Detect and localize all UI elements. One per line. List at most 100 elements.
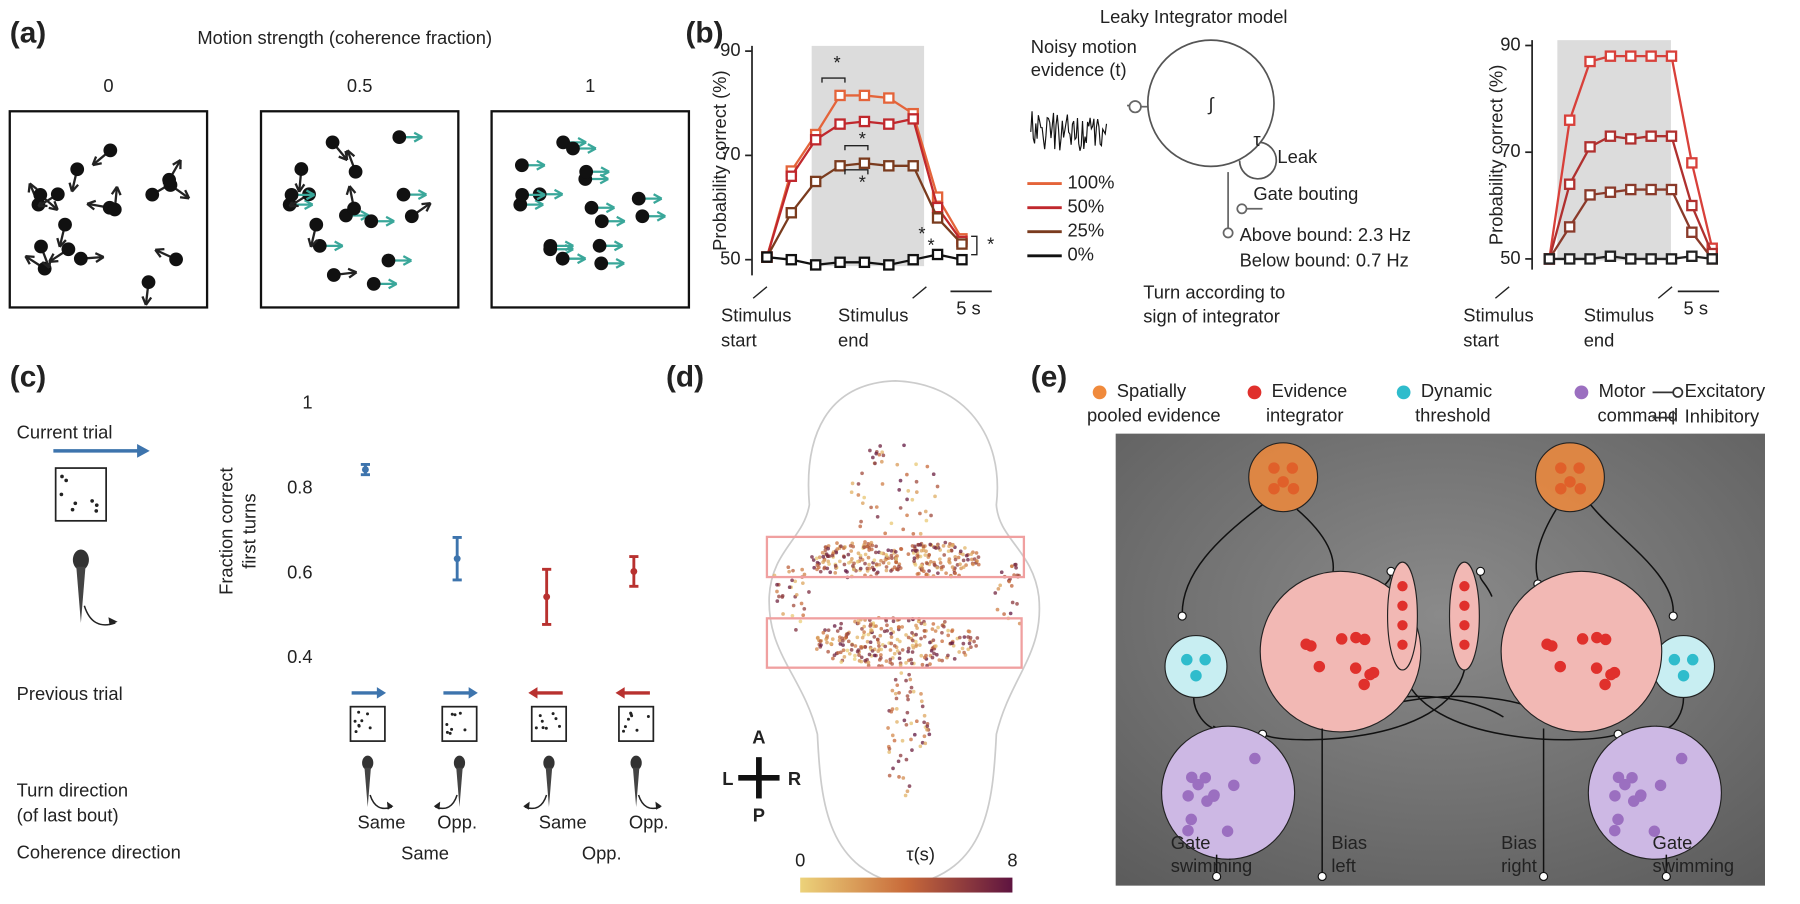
cell-dot xyxy=(961,558,966,563)
mini-dot xyxy=(357,710,361,714)
cell-dot xyxy=(818,639,823,644)
line xyxy=(534,203,544,210)
cell-dot xyxy=(969,557,974,562)
cell-dot xyxy=(929,648,934,653)
line xyxy=(305,189,316,196)
point xyxy=(1645,130,1657,142)
mini-dot xyxy=(630,714,634,718)
mini-dot xyxy=(64,478,69,483)
line xyxy=(564,248,574,255)
cell-dot xyxy=(890,688,895,693)
cell-dot xyxy=(814,556,819,561)
cell-dot xyxy=(964,553,969,558)
panel-label: (c) xyxy=(10,360,46,393)
cell-dot xyxy=(961,552,965,557)
line xyxy=(553,193,564,200)
cell-dot xyxy=(853,644,858,648)
cell-dot xyxy=(847,560,851,565)
cell-dot xyxy=(815,563,820,567)
cell-dot xyxy=(863,658,867,663)
dot xyxy=(392,130,407,145)
mini-dot xyxy=(646,715,650,718)
line xyxy=(1494,286,1510,299)
arrow-head xyxy=(137,443,150,458)
significance: * xyxy=(918,223,925,244)
cell-dot xyxy=(933,494,937,499)
cell xyxy=(1199,771,1212,784)
cell-dot xyxy=(858,566,863,571)
line xyxy=(304,203,314,210)
cell-dot xyxy=(919,621,924,626)
fish-head xyxy=(543,755,555,771)
cell-dot xyxy=(909,685,914,690)
cell-dot xyxy=(914,479,919,484)
cell-dot xyxy=(914,490,919,494)
dot xyxy=(515,187,530,202)
line xyxy=(534,199,544,206)
cell-dot xyxy=(889,635,894,639)
cell-dot xyxy=(896,759,901,764)
line xyxy=(752,286,768,299)
point xyxy=(907,253,919,266)
cell-dot xyxy=(794,592,799,597)
y-axis-label: Probability correct (%) xyxy=(709,70,730,250)
cell-dot xyxy=(952,568,957,572)
annotation: Stimulus xyxy=(1584,304,1654,325)
cell-dot xyxy=(859,519,863,524)
cell-dot xyxy=(841,643,845,647)
cell-dot xyxy=(969,552,974,557)
line xyxy=(576,257,587,265)
cell-dot xyxy=(840,636,845,641)
line xyxy=(615,262,625,269)
cell-dot xyxy=(863,561,867,566)
cell-dot xyxy=(867,652,872,657)
cell xyxy=(1459,639,1470,650)
cell-dot xyxy=(833,571,838,575)
y-axis-label: Probability correct (%) xyxy=(1486,65,1507,245)
point xyxy=(1686,226,1698,238)
cell-dot xyxy=(919,636,923,641)
line xyxy=(172,158,182,166)
cell-dot xyxy=(874,544,878,549)
cell-dot xyxy=(996,586,1001,591)
integrator xyxy=(1146,39,1275,168)
cell-dot xyxy=(886,548,891,553)
model-title: Leaky Integrator model xyxy=(1100,6,1288,27)
row-label: (of last bout) xyxy=(17,805,119,826)
cell-dot xyxy=(949,641,953,646)
mini-dot xyxy=(458,711,462,715)
cell-dot xyxy=(900,625,905,629)
dot xyxy=(103,143,118,158)
cell xyxy=(1573,462,1585,474)
annotation: end xyxy=(838,330,869,351)
cell-dot xyxy=(817,555,822,560)
mini-dot xyxy=(90,499,94,503)
cell-dot xyxy=(935,652,939,657)
cell-dot xyxy=(915,572,920,576)
cell-dot xyxy=(892,643,897,648)
line xyxy=(388,278,398,285)
dot xyxy=(33,187,48,202)
mini-dot xyxy=(368,726,372,730)
cell-dot xyxy=(879,626,884,631)
cell-dot xyxy=(913,639,918,644)
cell-dot xyxy=(895,554,899,558)
point xyxy=(834,89,846,102)
mini-dot xyxy=(540,719,544,723)
row-label: Coherence direction xyxy=(17,841,181,862)
mini-dot xyxy=(357,724,361,728)
cell-dot xyxy=(999,570,1004,575)
motor-node xyxy=(1160,725,1296,860)
cell-dot xyxy=(928,542,933,547)
cell-dot xyxy=(793,579,798,584)
cell-dot xyxy=(879,647,884,652)
cell xyxy=(1459,600,1470,611)
output-label: Bias xyxy=(1331,832,1367,853)
cell-dot xyxy=(877,644,881,648)
dot xyxy=(631,191,646,206)
cell-dot xyxy=(825,634,830,638)
line xyxy=(41,261,50,269)
scale-bar-label: 5 s xyxy=(956,298,980,319)
cell-dot xyxy=(897,656,902,661)
